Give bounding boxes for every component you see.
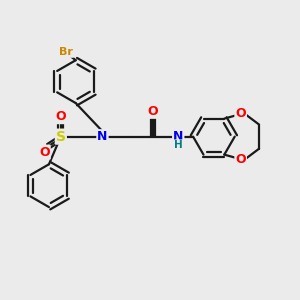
Text: N: N bbox=[97, 130, 108, 143]
Text: S: S bbox=[56, 130, 66, 144]
Text: O: O bbox=[235, 154, 246, 166]
Text: N: N bbox=[173, 130, 183, 143]
Text: O: O bbox=[56, 110, 66, 123]
Text: O: O bbox=[148, 105, 158, 118]
Text: H: H bbox=[174, 140, 183, 150]
Text: O: O bbox=[39, 146, 50, 159]
Text: Br: Br bbox=[59, 47, 73, 57]
Text: O: O bbox=[235, 107, 246, 120]
